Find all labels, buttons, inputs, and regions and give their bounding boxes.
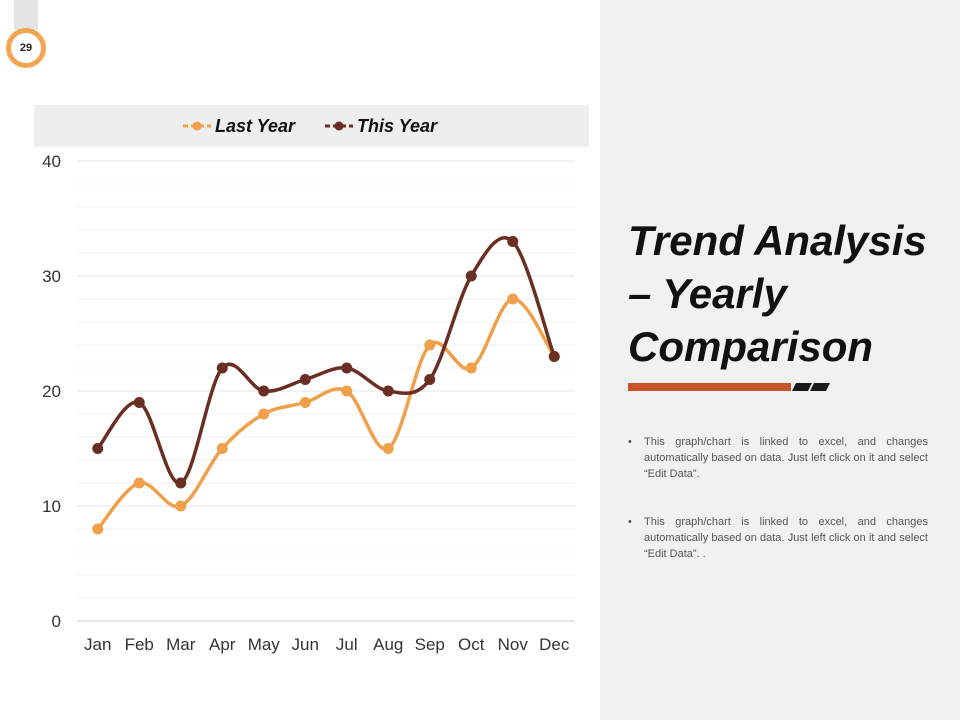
series-line-this-year <box>96 236 556 485</box>
data-point-this-year <box>424 374 436 385</box>
legend-marker-this-year <box>325 121 353 131</box>
data-point-last-year <box>258 408 270 420</box>
data-point-this-year <box>507 236 519 247</box>
legend-label-last-year: Last Year <box>215 115 296 136</box>
bullet-list: • This graph/chart is linked to excel, a… <box>628 434 928 594</box>
x-tick-label: Aug <box>373 635 403 654</box>
x-tick-label: Jul <box>336 635 358 654</box>
title-underline <box>628 383 830 391</box>
line-chart: 0 10 20 30 40 Jan Feb Mar Apr May Jun Jul Aug Sep Oct N… <box>42 152 575 654</box>
y-tick-label: 10 <box>42 497 61 516</box>
x-tick-label: Mar <box>166 635 196 654</box>
data-point-this-year <box>216 362 228 374</box>
data-point-last-year <box>424 339 436 351</box>
data-point-this-year <box>299 374 311 385</box>
x-tick-label: Nov <box>498 635 529 654</box>
x-tick-label: Sep <box>415 635 445 654</box>
data-point-last-year <box>465 362 477 374</box>
page-number: 29 <box>11 33 41 63</box>
y-tick-label: 30 <box>42 267 61 286</box>
legend-marker-last-year <box>183 121 211 131</box>
bullet-text: This graph/chart is linked to excel, and… <box>644 516 928 560</box>
bullet-item: • This graph/chart is linked to excel, a… <box>628 436 928 480</box>
bullet-item: • This graph/chart is linked to excel, a… <box>628 516 928 560</box>
data-point-this-year <box>175 477 187 489</box>
data-point-this-year <box>382 385 394 397</box>
top-decor-strip <box>14 0 38 30</box>
data-point-this-year <box>548 351 560 362</box>
data-point-this-year <box>92 443 104 454</box>
data-point-last-year <box>175 500 187 512</box>
y-tick-label: 40 <box>42 152 61 171</box>
data-point-this-year <box>465 270 477 282</box>
right-panel <box>600 0 960 720</box>
data-point-last-year <box>133 477 145 489</box>
title-dash-mark <box>792 383 812 391</box>
data-point-last-year <box>299 397 311 408</box>
y-tick-label: 20 <box>42 382 61 401</box>
data-point-this-year <box>341 362 353 374</box>
bullet-text: This graph/chart is linked to excel, and… <box>644 436 928 480</box>
x-tick-label: Jan <box>84 635 111 654</box>
data-point-this-year <box>133 397 145 408</box>
data-point-last-year <box>341 385 353 397</box>
x-tick-label: May <box>248 635 281 654</box>
legend-item-this-year[interactable]: This Year <box>324 105 437 147</box>
x-tick-label: Dec <box>539 635 570 654</box>
legend-item-last-year[interactable]: Last Year <box>182 105 295 147</box>
x-tick-label: Jun <box>292 635 319 654</box>
x-tick-label: Oct <box>458 635 485 654</box>
x-tick-label: Feb <box>125 635 154 654</box>
data-point-last-year <box>216 443 228 454</box>
data-point-last-year <box>92 523 104 535</box>
chart-legend: Last Year This Year <box>34 105 589 147</box>
slide-title: Trend Analysis – Yearly Comparison <box>628 217 927 370</box>
data-point-last-year <box>507 293 519 305</box>
y-tick-label: 0 <box>52 612 61 631</box>
x-tick-label: Apr <box>209 635 236 654</box>
title-dash-mark <box>810 383 830 391</box>
data-point-last-year <box>382 443 394 454</box>
legend-label-this-year: This Year <box>357 115 438 136</box>
page-number-badge: 29 <box>6 28 46 68</box>
data-point-this-year <box>258 385 270 397</box>
